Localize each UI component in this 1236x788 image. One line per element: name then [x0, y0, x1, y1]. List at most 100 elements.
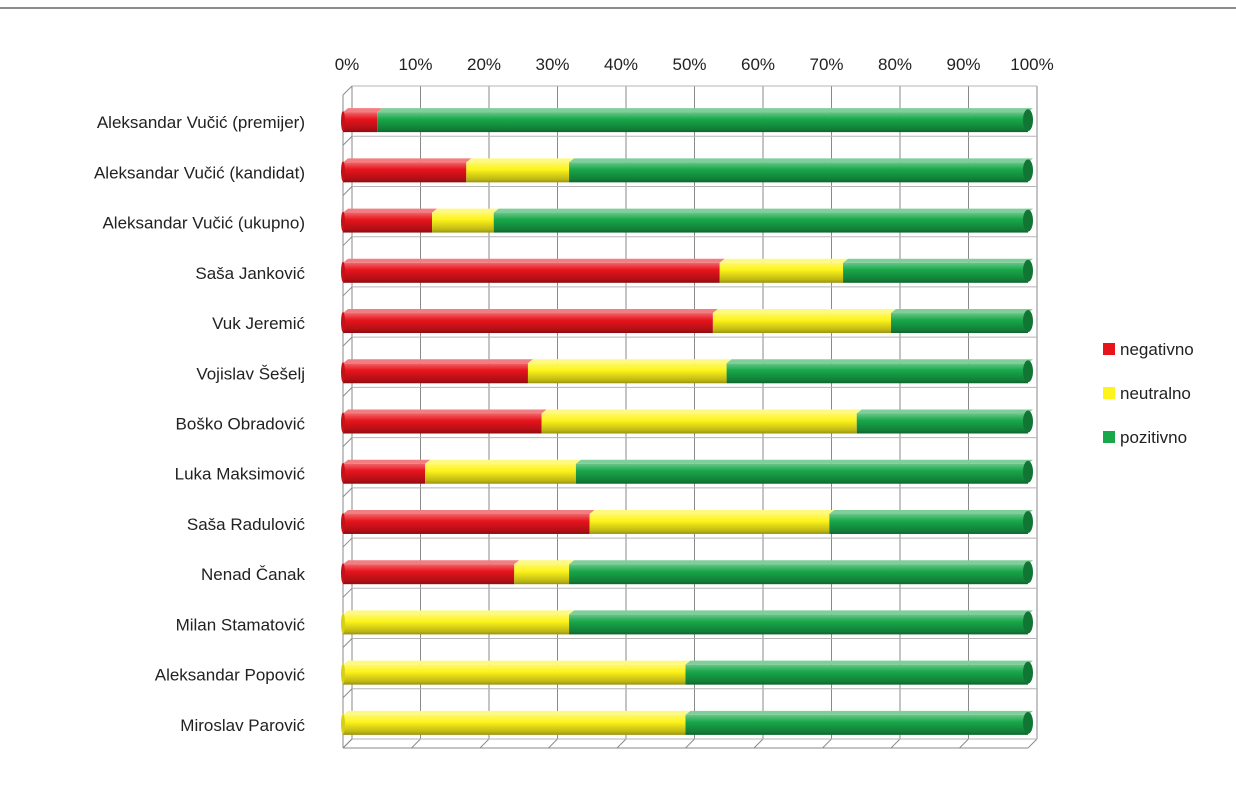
category-label: Aleksandar Vučić (kandidat) [94, 163, 305, 182]
bar-start-cap [341, 111, 345, 132]
bar-segment-neutralno [466, 158, 575, 183]
bar [343, 614, 570, 635]
bar-segment-negativno [343, 509, 595, 534]
category-label: Boško Obradović [176, 415, 306, 434]
bar-top-face [343, 660, 691, 665]
category-label: Aleksandar Popović [155, 666, 306, 685]
category-label: Saša Radulović [187, 515, 306, 534]
bar-top-face [569, 560, 1033, 565]
bar [569, 564, 1028, 585]
category-label: Aleksandar Vučić (premijer) [97, 113, 305, 132]
grid-floor-3 [548, 738, 558, 749]
legend-swatch-negativno [1103, 343, 1115, 355]
bar-segment-neutralno [712, 309, 896, 334]
bar [432, 212, 494, 233]
bar-segment-negativno [343, 359, 533, 384]
bars-layer [341, 108, 1033, 735]
bar-segment-pozitivno [569, 158, 1033, 183]
bar [343, 664, 686, 685]
bar [685, 664, 1028, 685]
bar-top-face [829, 509, 1033, 514]
bar-segment-negativno [343, 459, 431, 484]
bar-segment-neutralno [343, 660, 691, 685]
bar-top-face [343, 560, 520, 565]
x-tick-label: 50% [672, 55, 706, 74]
legend: negativno neutralno pozitivno [1103, 340, 1194, 447]
bar-top-face [589, 509, 835, 514]
bar-top-face [569, 158, 1033, 163]
bar-top-face [493, 208, 1033, 213]
bar-segment-pozitivno [685, 710, 1033, 735]
bar-start-cap [341, 563, 345, 584]
bar [719, 262, 844, 283]
bar [569, 162, 1028, 183]
bar [493, 212, 1028, 233]
category-label: Milan Stamatović [176, 615, 306, 634]
bar-top-face [425, 459, 581, 464]
bar-start-cap [341, 412, 345, 433]
x-tick-label: 80% [878, 55, 912, 74]
bar-segment-neutralno [719, 258, 849, 283]
grid-leftwall-10 [342, 587, 353, 598]
category-labels: Aleksandar Vučić (premijer) Aleksandar Vu… [94, 113, 306, 735]
bar-end-cap [1023, 410, 1033, 433]
grid-leftwall-7 [342, 437, 353, 447]
bar-top-face [514, 560, 575, 565]
grid-floor-1 [411, 738, 421, 749]
bar-segment-neutralno [527, 359, 732, 384]
bar [343, 313, 713, 334]
bar-end-cap [1023, 661, 1033, 684]
bar-segment-neutralno [589, 509, 835, 534]
bar-segment-pozitivno [377, 108, 1033, 133]
bar-top-face [685, 710, 1033, 715]
bar-top-face [527, 359, 732, 364]
category-label: Nenad Čanak [201, 565, 305, 584]
bar-top-face [377, 108, 1033, 113]
grid-leftwall-9 [342, 537, 353, 548]
category-label: Saša Janković [195, 264, 305, 283]
category-label: Miroslav Parović [180, 716, 305, 735]
bar-top-face [843, 258, 1033, 263]
bar [343, 413, 542, 434]
bar-top-face [343, 509, 595, 514]
grid-floor-4 [616, 738, 627, 749]
bar-start-cap [341, 462, 345, 483]
category-label: Aleksandar Vučić (ukupno) [102, 214, 305, 233]
bar [343, 714, 686, 735]
bar-segment-pozitivno [856, 409, 1033, 434]
grid-leftwall-0 [342, 85, 353, 96]
grid-leftwall-5 [342, 336, 353, 347]
grid-leftwall-3 [342, 236, 353, 247]
grid-floor-8 [890, 738, 901, 749]
bar-segment-negativno [343, 560, 520, 585]
bar [856, 413, 1028, 434]
bar-segment-neutralno [514, 560, 575, 585]
x-tick-label: 10% [398, 55, 432, 74]
category-label: Vuk Jeremić [212, 314, 305, 333]
bar-end-cap [1023, 109, 1033, 132]
legend-swatch-neutralno [1103, 387, 1115, 399]
x-tick-label: 90% [946, 55, 980, 74]
bar-top-face [343, 258, 725, 263]
bar [726, 363, 1028, 384]
grid-leftwall-1 [342, 135, 353, 146]
bar [589, 513, 830, 534]
bar [891, 313, 1028, 334]
bar-top-face [575, 459, 1033, 464]
bar-segment-pozitivno [685, 660, 1033, 685]
grid-floor-6 [753, 738, 764, 749]
x-tick-label: 20% [467, 55, 501, 74]
bar [569, 614, 1028, 635]
bar-start-cap [341, 512, 345, 533]
bar-top-face [891, 309, 1033, 314]
bar-segment-neutralno [432, 208, 499, 233]
grid-leftwall-4 [342, 286, 353, 297]
bar-top-face [856, 409, 1033, 414]
bar-segment-pozitivno [493, 208, 1033, 233]
bar-segment-pozitivno [575, 459, 1033, 484]
bar-top-face [343, 309, 718, 314]
bar-top-face [343, 158, 472, 163]
x-tick-labels: 0% 10% 20% 30% 40% 50% 60% 70% 80% 90% 100% [335, 55, 1054, 74]
bar-top-face [719, 258, 849, 263]
